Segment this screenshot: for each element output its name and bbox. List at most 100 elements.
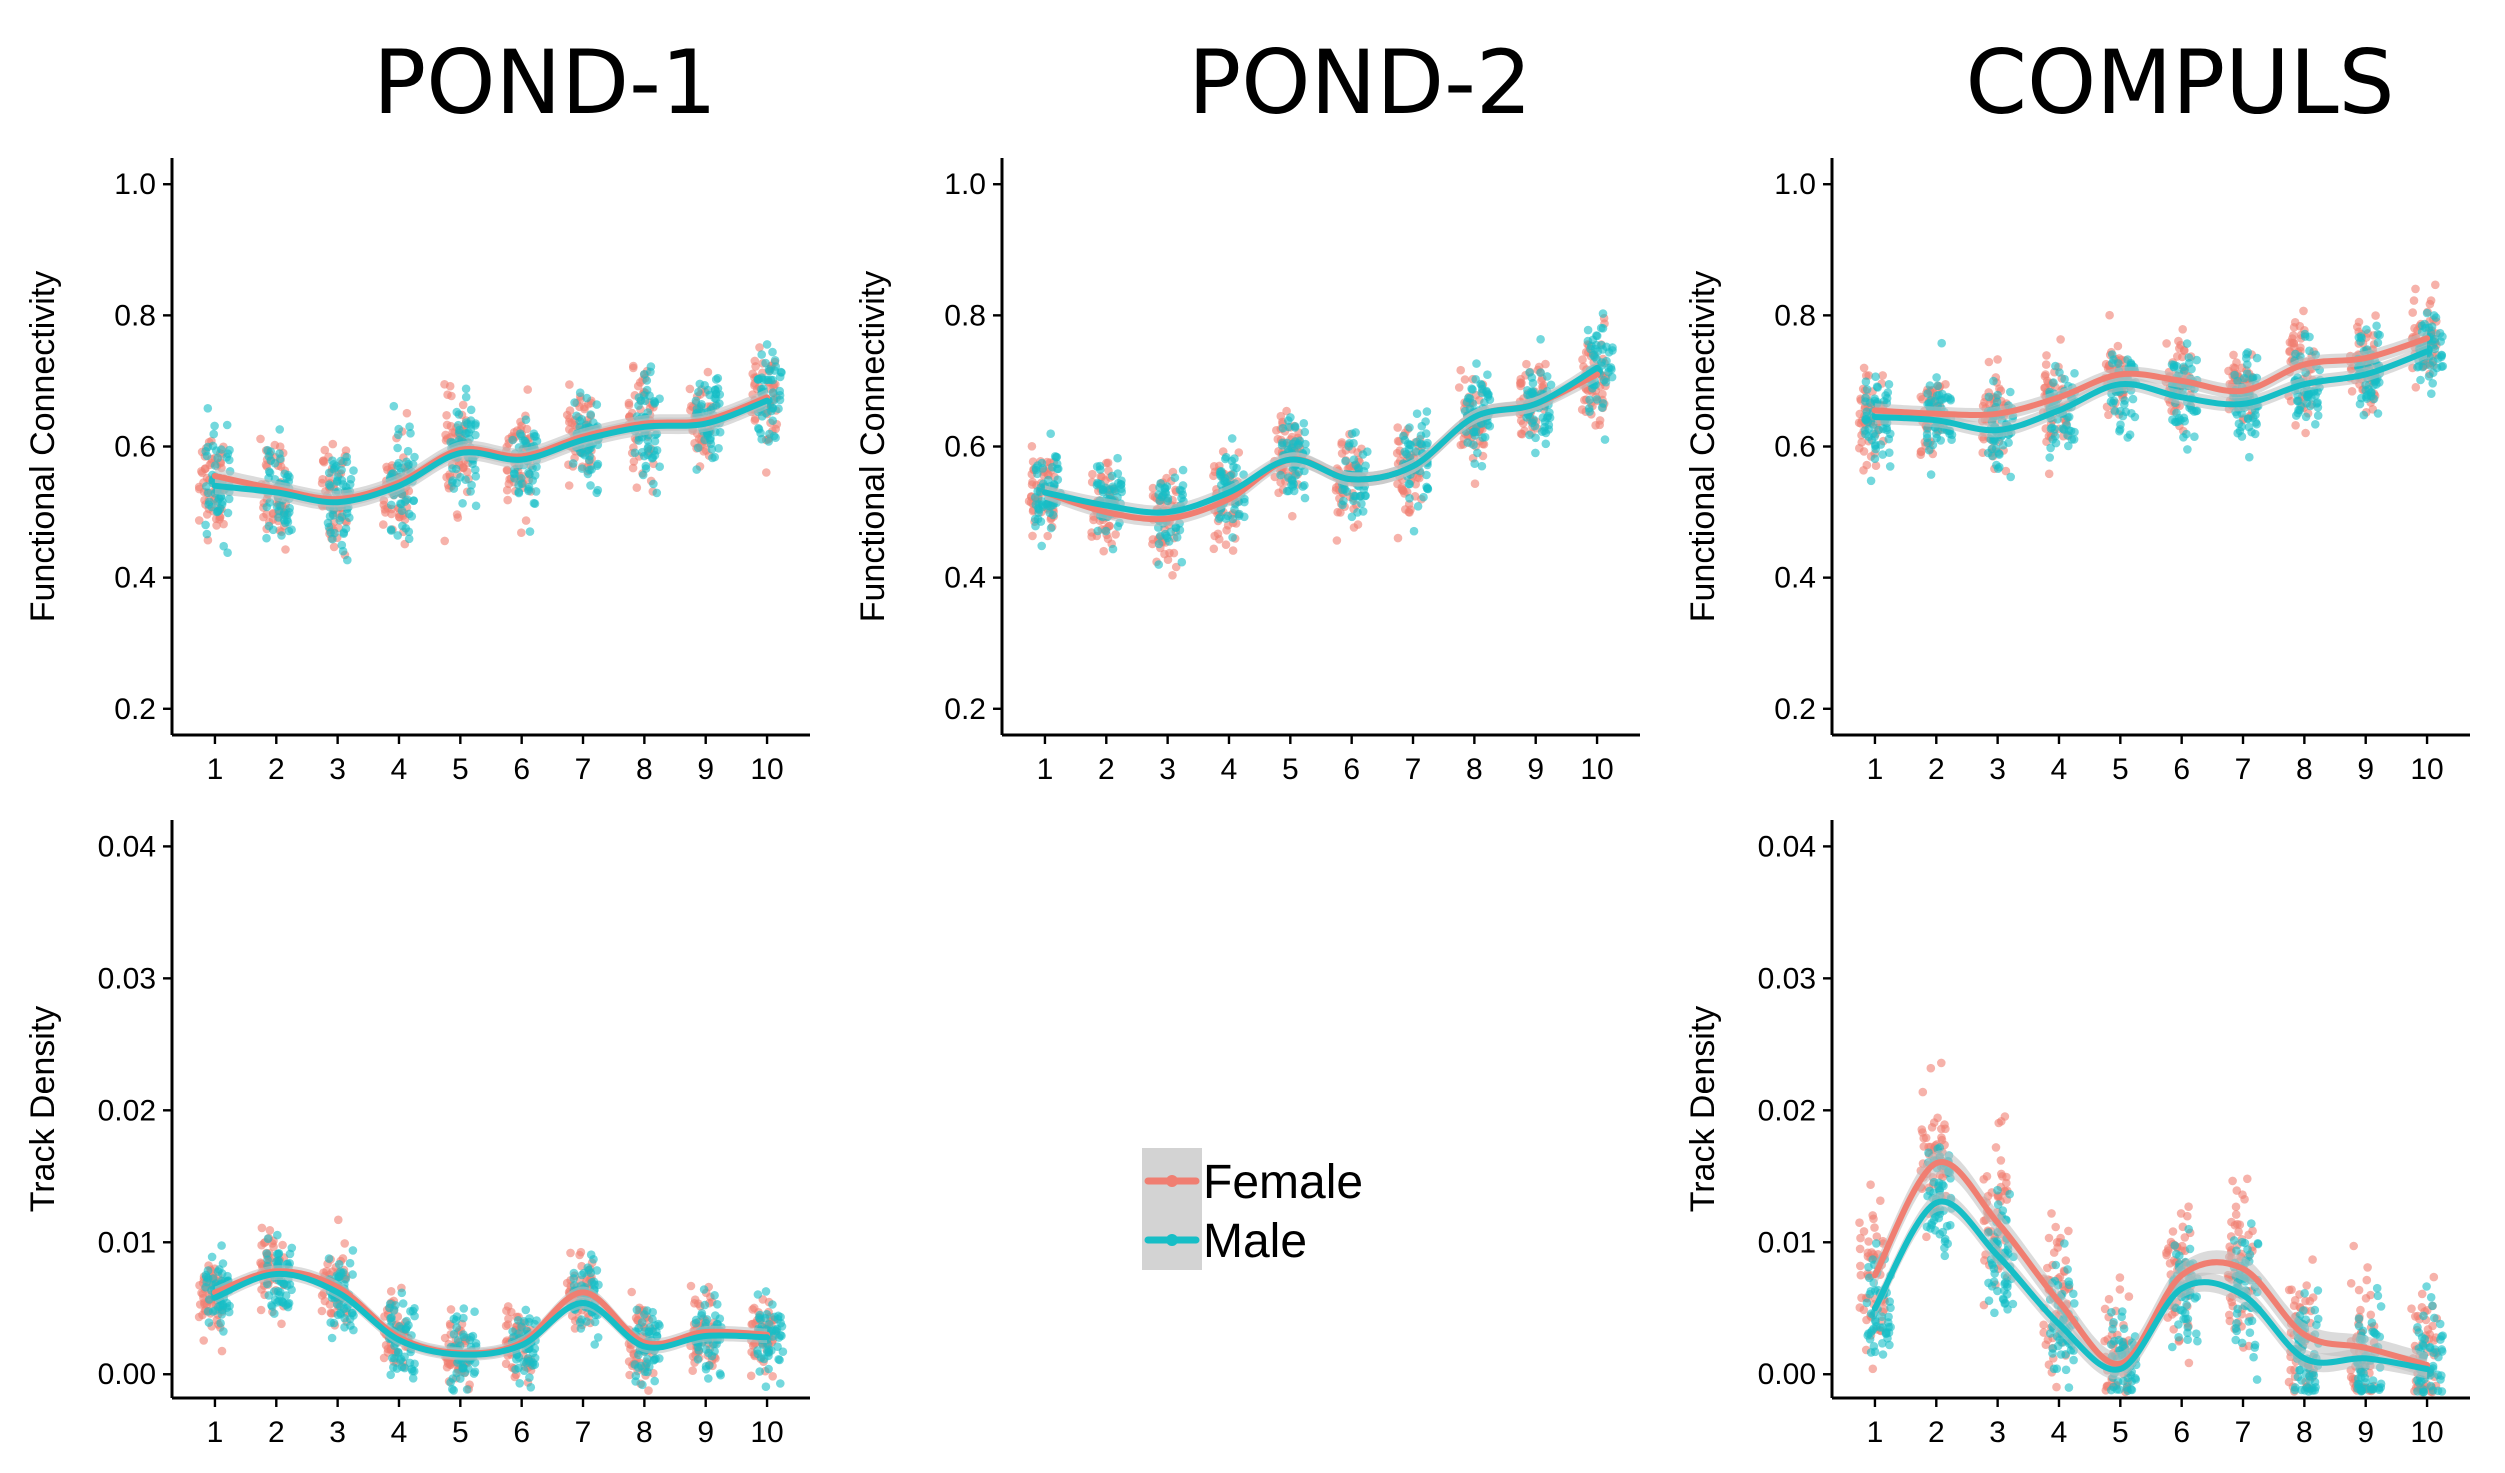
data-point-male [405, 422, 414, 432]
data-point-male [1299, 419, 1309, 428]
data-point-male [1598, 324, 1608, 333]
data-point-male [471, 419, 480, 428]
data-point-female [1276, 411, 1286, 421]
data-point-female [1102, 458, 1111, 468]
y-tick-label: 0.4 [944, 562, 986, 595]
data-point-male [223, 548, 232, 557]
data-point-male [470, 1367, 480, 1376]
data-point-female [2308, 1293, 2318, 1302]
data-point-male [1294, 439, 1303, 448]
data-point-male [207, 1252, 217, 1262]
data-point-female [1148, 535, 1158, 544]
data-point-male [287, 525, 296, 534]
data-point-male [2051, 361, 2060, 371]
x-tick-label: 10 [750, 753, 783, 786]
data-point-male [452, 1312, 462, 1321]
data-point-male [1477, 381, 1487, 390]
x-tick-label: 2 [268, 753, 285, 786]
data-point-male [202, 529, 212, 539]
data-point-male [776, 1379, 785, 1388]
data-point-male [446, 1378, 455, 1387]
x-tick-label: 6 [513, 753, 530, 786]
data-point-male [1178, 465, 1188, 475]
data-point-male [1866, 476, 1876, 486]
data-point-male [775, 391, 785, 400]
data-point-male [2362, 325, 2371, 334]
data-point-male [2428, 357, 2438, 366]
data-point-female [2064, 1226, 2073, 1236]
data-point-male [1349, 438, 1358, 448]
data-point-male [711, 375, 721, 384]
data-point-male [1989, 376, 1998, 386]
data-point-female [217, 1346, 227, 1356]
data-point-male [1995, 450, 2004, 459]
data-point-male [336, 1302, 345, 1311]
y-tick-label: 0.2 [114, 693, 156, 726]
data-point-female [340, 1239, 350, 1248]
data-point-male [274, 1249, 283, 1259]
data-point-female [256, 1305, 266, 1315]
x-tick-label: 10 [2410, 753, 2443, 786]
data-point-male [1405, 423, 1414, 432]
data-point-male [634, 401, 643, 410]
data-point-male [2300, 329, 2310, 339]
data-point-male [452, 407, 462, 417]
data-point-female [1870, 1223, 1879, 1232]
x-tick-label: 9 [1527, 753, 1544, 786]
data-point-male [2115, 425, 2125, 434]
data-point-male [1861, 377, 1871, 387]
data-point-female [257, 1223, 267, 1233]
data-point-male [1588, 350, 1598, 360]
data-point-female [440, 536, 450, 546]
data-point-female [1089, 515, 1098, 525]
data-point-male [1983, 448, 1993, 458]
data-point-male [1217, 467, 1226, 476]
data-point-male [337, 465, 346, 475]
x-tick-label: 7 [1405, 753, 1422, 786]
data-point-male [2237, 432, 2247, 441]
data-point-male [593, 485, 603, 495]
data-point-male [638, 447, 647, 457]
data-point-male [584, 1265, 594, 1275]
data-point-male [349, 466, 358, 475]
data-point-male [275, 425, 285, 434]
x-tick-label: 3 [329, 1416, 346, 1449]
data-point-female [1087, 532, 1096, 541]
data-point-male [2414, 362, 2423, 371]
data-point-male [466, 405, 476, 415]
data-point-male [1412, 409, 1422, 419]
data-point-male [1925, 381, 1935, 390]
data-point-male [650, 1376, 659, 1386]
data-point-male [2169, 360, 2179, 370]
data-point-female [2042, 351, 2051, 360]
data-point-male [449, 1329, 459, 1339]
data-point-male [2046, 443, 2055, 453]
data-point-female [624, 398, 634, 408]
data-point-male [2176, 415, 2185, 425]
data-point-male [710, 1291, 719, 1300]
data-point-male [2049, 378, 2058, 387]
data-point-female [2176, 1209, 2186, 1218]
data-point-female [1288, 511, 1297, 521]
data-point-male [585, 465, 594, 475]
data-point-female [627, 1287, 636, 1297]
data-point-male [1357, 499, 1366, 509]
data-point-male [1298, 482, 1308, 491]
data-point-male [525, 527, 535, 536]
data-point-male [516, 431, 526, 441]
data-point-male [217, 1241, 226, 1250]
x-tick-label: 5 [2112, 753, 2129, 786]
data-point-male [1155, 483, 1164, 492]
data-point-male [2438, 361, 2448, 371]
x-tick-label: 8 [636, 1416, 653, 1449]
data-point-male [715, 427, 725, 437]
data-point-male [468, 459, 477, 469]
data-point-female [2178, 325, 2187, 334]
data-point-male [1349, 496, 1358, 506]
data-point-male [204, 1318, 214, 1327]
data-point-female [2353, 322, 2362, 332]
y-tick-label: 0.8 [1774, 299, 1816, 332]
data-point-female [1937, 1058, 1946, 1068]
data-point-male [2427, 322, 2437, 332]
data-point-male [650, 398, 660, 407]
